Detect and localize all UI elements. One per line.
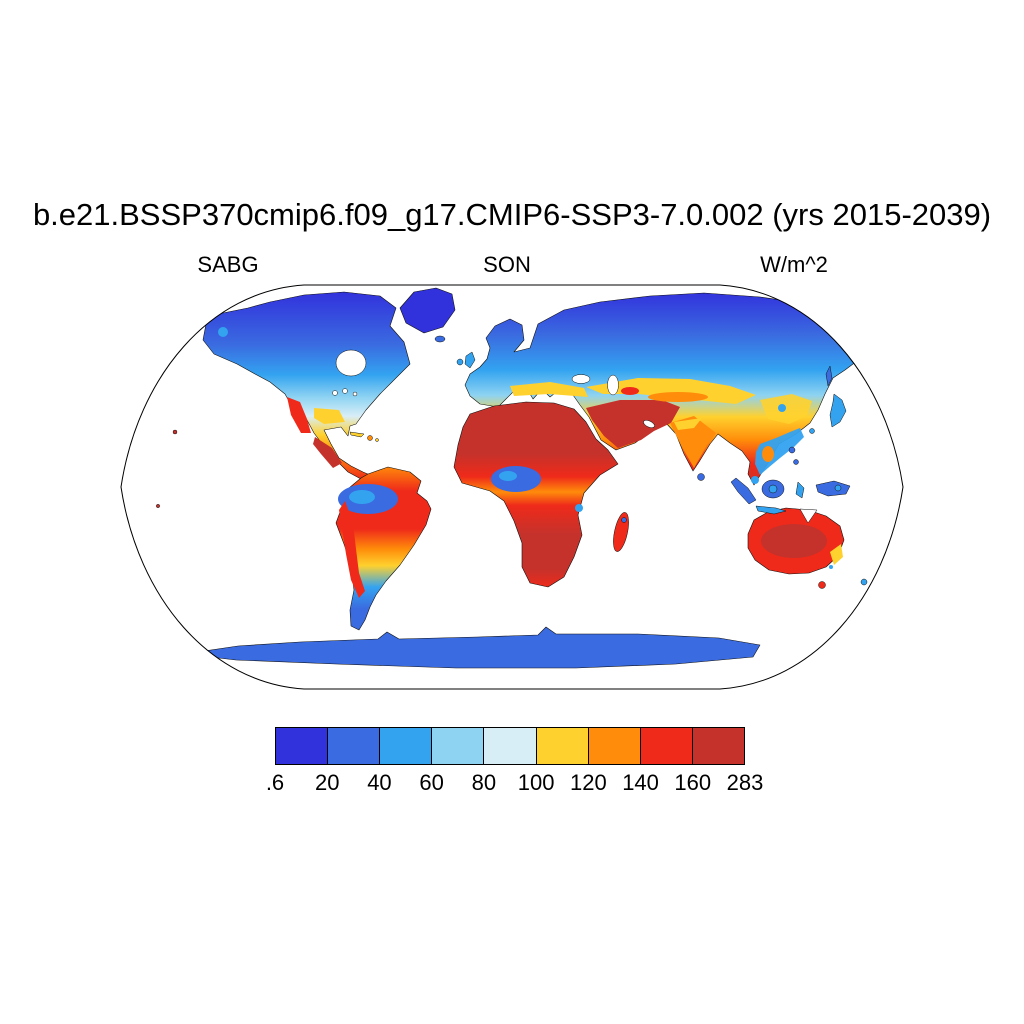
plot-title: b.e21.BSSP370cmip6.f09_g17.CMIP6-SSP3-7.…	[32, 197, 992, 232]
subtitle-row: SABG SON W/m^2	[118, 252, 906, 280]
colorbar	[275, 727, 745, 765]
colorbar-cell	[692, 728, 744, 764]
units-label: W/m^2	[760, 252, 828, 277]
colorbar-tick-label: 283	[726, 770, 764, 795]
map-outline	[120, 284, 904, 690]
colorbar-tick-label: 20	[314, 770, 340, 795]
islands	[156, 335, 874, 597]
colorbar-tick-label: 60	[419, 770, 444, 795]
greenland	[399, 287, 456, 334]
colorbar-cell	[588, 728, 641, 764]
colorbar-tick-label: 120	[569, 770, 607, 795]
colorbar-tick-label: 40	[367, 770, 392, 795]
colorbar-labels: .6 20 40 60 80 100 120 140 160 283	[266, 770, 764, 798]
north-america	[202, 291, 411, 480]
colorbar-cell	[484, 728, 537, 764]
colorbar-cell	[328, 728, 381, 764]
colorbar-tick-label: 140	[622, 770, 659, 795]
colorbar-tick-label: 160	[674, 770, 712, 795]
colorbar-tick-label: 80	[471, 770, 497, 795]
colorbar-cell	[276, 728, 329, 764]
colorbar-tick-label: 100	[517, 770, 555, 795]
colorbar-cell	[380, 728, 433, 764]
world-map	[118, 282, 906, 692]
colorbar-cell	[536, 728, 589, 764]
inland-seas	[332, 349, 818, 524]
variable-label: SABG	[197, 252, 259, 277]
colorbar-tick-label: .6	[265, 770, 285, 795]
africa	[453, 401, 619, 588]
antarctica	[183, 626, 761, 669]
colorbar-cell	[640, 728, 693, 764]
colorbar-cell	[432, 728, 485, 764]
season-label: SON	[483, 252, 531, 277]
robinson-map-svg	[120, 284, 904, 690]
contour-overlays	[218, 327, 843, 598]
